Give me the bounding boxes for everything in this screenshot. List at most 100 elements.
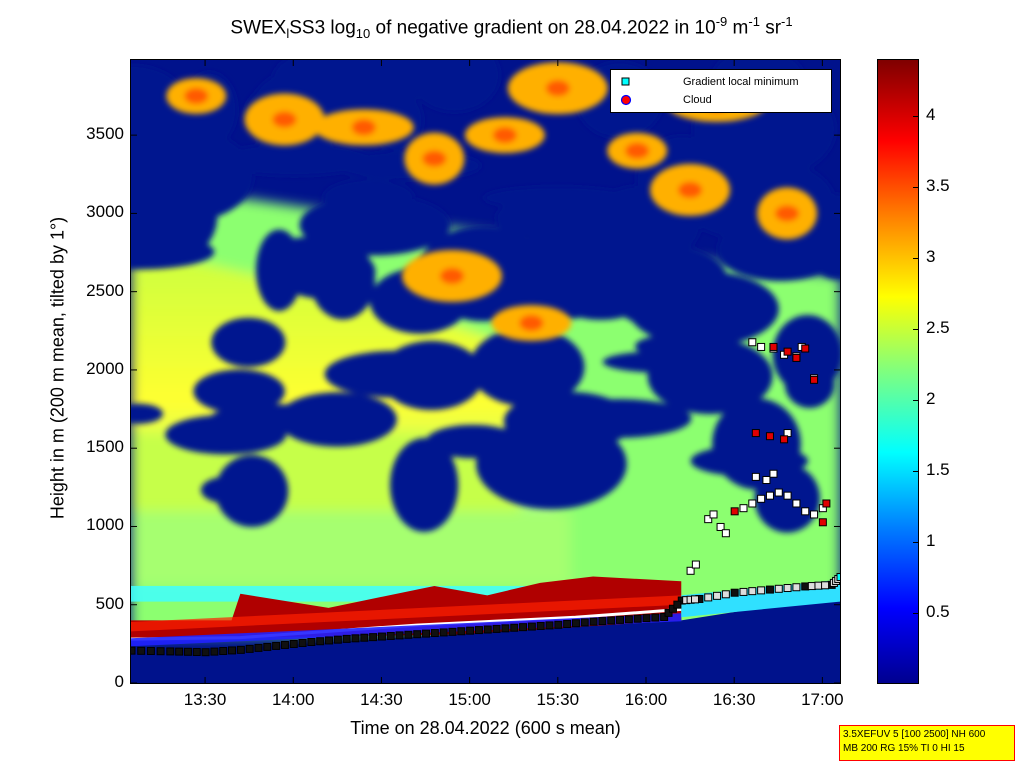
colorbar-tick-label: 2.5 (926, 317, 950, 337)
gradient-minimum-marker (210, 647, 219, 656)
gradient-minimum-marker (691, 560, 700, 569)
y-tick-label: 1000 (86, 515, 124, 535)
gradient-minimum-marker (545, 621, 554, 630)
gradient-minimum-marker (765, 491, 774, 500)
x-tick-label: 15:30 (536, 690, 580, 709)
gradient-minimum-marker (730, 588, 739, 597)
gradient-minimum-marker (757, 342, 766, 351)
gradient-minimum-marker (298, 638, 307, 647)
info-line-1: 3.5XEFUV 5 [100 2500] NH 600 (843, 729, 986, 740)
gradient-minimum-marker (783, 491, 792, 500)
gradient-minimum-marker (633, 614, 642, 623)
colorbar-tick-label: 4 (926, 104, 936, 124)
red-circle-icon (620, 94, 632, 106)
gradient-minimum-marker (757, 586, 766, 595)
gradient-minimum-marker (219, 647, 228, 656)
gradient-minimum-marker (156, 647, 165, 656)
heatmap-canvas (131, 60, 840, 683)
y-axis-label: Height in m (200 m mean, tilted by 1°) (47, 216, 68, 520)
gradient-minimum-marker (527, 622, 536, 631)
y-tick-label: 0 (114, 672, 124, 691)
colorbar-tick-mark (913, 470, 919, 472)
gradient-minimum-marker (721, 590, 730, 599)
gradient-minimum-marker (651, 613, 660, 622)
cloud-marker (783, 347, 792, 356)
cloud-marker (801, 344, 810, 353)
y-tick-label: 2500 (86, 280, 124, 300)
heatmap-field (131, 60, 840, 683)
gradient-minimum-marker (492, 624, 501, 633)
gradient-minimum-marker (739, 587, 748, 596)
gradient-minimum-marker (192, 647, 201, 656)
gradient-minimum-marker (166, 647, 175, 656)
gradient-minimum-marker (624, 615, 633, 624)
y-tick-label: 3500 (86, 124, 124, 144)
colorbar-tick-label: 3.5 (926, 175, 950, 195)
gradient-minimum-marker (201, 648, 210, 657)
gradient-minimum-marker (386, 631, 395, 640)
x-axis-label: Time on 28.04.2022 (600 s mean) (350, 718, 621, 738)
gradient-minimum-marker (607, 616, 616, 625)
gradient-minimum-marker (466, 626, 475, 635)
gradient-minimum-marker (430, 629, 439, 638)
y-tick-label: 3000 (86, 202, 124, 222)
gradient-minimum-marker (342, 634, 351, 643)
gradient-minimum-marker (563, 620, 572, 629)
cloud-marker (818, 518, 827, 527)
gradient-minimum-marker (510, 623, 519, 632)
gradient-minimum-marker (709, 510, 718, 519)
gradient-minimum-marker (821, 581, 830, 590)
gradient-minimum-marker (457, 627, 466, 636)
gradient-minimum-marker (810, 510, 819, 519)
gradient-minimum-marker (183, 647, 192, 656)
legend: Gradient local minimum Cloud (610, 69, 832, 113)
gradient-minimum-marker (686, 566, 695, 575)
colorbar-tick-mark (913, 115, 919, 117)
gradient-minimum-marker (554, 620, 563, 629)
colorbar-tick-label: 0.5 (926, 601, 950, 621)
legend-entry-cloud: Cloud (619, 93, 712, 107)
gradient-minimum-marker (280, 640, 289, 649)
colorbar-tick-mark (913, 328, 919, 330)
chart-title: SWEXlSS3 log10 of negative gradient on 2… (230, 14, 793, 42)
gradient-minimum-marker (413, 630, 422, 639)
gradient-minimum-marker (325, 636, 334, 645)
cloud-marker (769, 342, 778, 351)
colorbar-tick-mark (913, 257, 919, 259)
gradient-minimum-marker (664, 608, 673, 617)
gradient-minimum-marker (137, 646, 146, 655)
y-tick-label: 2000 (86, 358, 124, 378)
gradient-minimum-marker (483, 625, 492, 634)
gradient-minimum-marker (769, 469, 778, 478)
legend-label-minimum: Gradient local minimum (683, 76, 799, 88)
gradient-minimum-marker (668, 604, 677, 613)
gradient-minimum-marker (748, 587, 757, 596)
gradient-minimum-marker (836, 573, 840, 582)
gradient-minimum-marker (739, 504, 748, 513)
gradient-minimum-marker (751, 472, 760, 481)
x-tick-label: 16:30 (712, 690, 756, 709)
gradient-minimum-marker (404, 630, 413, 639)
colorbar-tick-mark (913, 541, 919, 543)
gradient-minimum-marker (713, 591, 722, 600)
gradient-minimum-marker (801, 507, 810, 516)
gradient-minimum-marker (748, 499, 757, 508)
gradient-minimum-marker (673, 600, 682, 609)
colorbar-tick-mark (913, 399, 919, 401)
gradient-minimum-marker (175, 647, 184, 656)
gradient-minimum-marker (333, 635, 342, 644)
gradient-minimum-marker (757, 494, 766, 503)
gradient-minimum-marker (422, 629, 431, 638)
gradient-minimum-marker (801, 582, 810, 591)
y-tick-label: 1500 (86, 437, 124, 457)
settings-info-box: 3.5XEFUV 5 [100 2500] NH 600 MB 200 RG 1… (839, 725, 1015, 761)
gradient-minimum-marker (360, 633, 369, 642)
gradient-minimum-marker (589, 617, 598, 626)
gradient-minimum-marker (598, 617, 607, 626)
gradient-minimum-marker (774, 584, 783, 593)
gradient-minimum-marker (439, 628, 448, 637)
cloud-marker (765, 432, 774, 441)
gradient-minimum-marker (146, 647, 155, 656)
gradient-minimum-marker (236, 645, 245, 654)
axis-tick-marks (131, 60, 840, 683)
